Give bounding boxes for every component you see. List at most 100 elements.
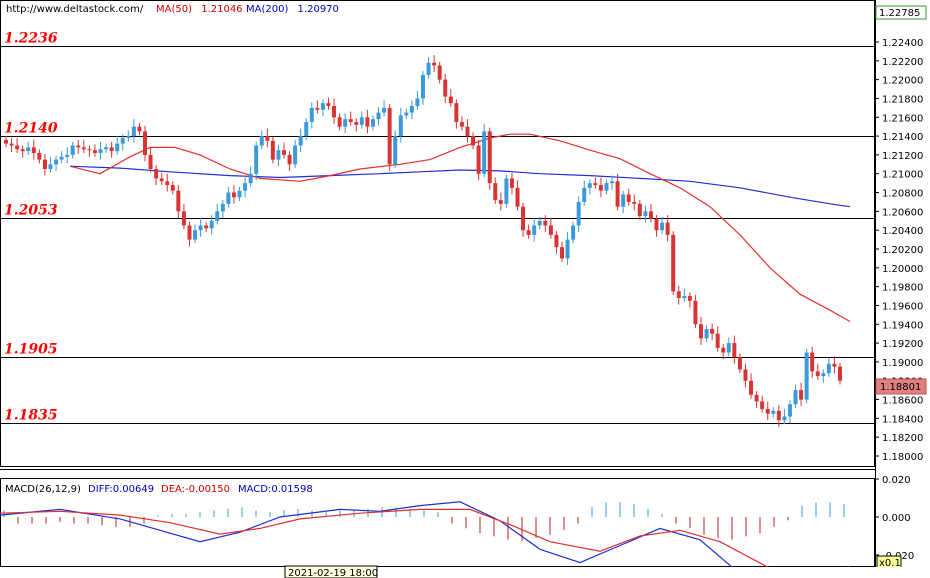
candle-body <box>126 136 131 138</box>
candle-body <box>582 187 587 202</box>
candle-body <box>237 190 242 198</box>
candle-body <box>243 183 248 191</box>
candle-body <box>621 194 626 207</box>
level-lines: 1.2236 1.2140 1.2053 1.1905 1.1835 <box>0 31 875 424</box>
candle-body <box>104 147 109 150</box>
candle-body <box>309 107 314 122</box>
candle-body <box>454 103 459 122</box>
macd-name: MACD(26,12,9) <box>5 484 81 495</box>
macd-diff-line <box>0 501 851 578</box>
ma50-label: MA(50) <box>156 4 192 15</box>
price-tick-label: 1.18000 <box>882 452 923 463</box>
candle-body <box>187 225 192 240</box>
price-tick-label: 1.19200 <box>882 339 923 350</box>
candle-body <box>815 371 820 377</box>
candle-body <box>732 343 737 358</box>
candle-body <box>671 234 676 292</box>
candle-body <box>209 220 214 229</box>
candle-body <box>254 145 259 174</box>
svg-text:MACD(26,12,9): MACD(26,12,9) <box>5 484 81 495</box>
macd-tick-label: 0.020 <box>882 475 911 486</box>
candle-body <box>315 107 320 110</box>
candle-body <box>571 225 576 240</box>
candle-body <box>148 154 153 170</box>
candle-body <box>643 211 648 217</box>
candle-body <box>270 140 275 160</box>
price-tick-label: 1.21000 <box>882 170 923 181</box>
candle-body <box>838 366 842 381</box>
candle-body <box>782 416 787 421</box>
candle-body <box>115 143 120 152</box>
candle-body <box>220 203 225 212</box>
candle-body <box>304 121 309 137</box>
candle-body <box>426 62 431 75</box>
time-label-box <box>284 565 378 578</box>
price-tick-label: 1.18400 <box>882 414 923 425</box>
ma200-value: 1.20970 <box>298 4 339 15</box>
candle-body <box>87 149 92 151</box>
price-tick-label: 1.21200 <box>882 151 923 162</box>
candle-body <box>537 220 542 226</box>
price-tick-label: 1.19800 <box>882 283 923 294</box>
candle-body <box>521 206 526 231</box>
site-url: http://www.deltastock.com/ <box>6 4 144 15</box>
candle-body <box>343 119 348 127</box>
macd-dea-line <box>0 508 851 578</box>
candle-body <box>754 394 759 402</box>
candle-body <box>76 145 81 148</box>
svg-text:MACD:0.01598: MACD:0.01598 <box>238 484 313 495</box>
macd-scale-label: x0.1 <box>879 558 901 569</box>
candle-body <box>765 408 770 414</box>
macd-dea: DEA:-0.00150 <box>161 484 230 495</box>
candle-body <box>799 390 804 400</box>
candle-body <box>54 159 59 165</box>
candle-body <box>20 149 25 152</box>
candle-body <box>359 117 364 125</box>
candle-body <box>409 105 414 113</box>
candle-body <box>293 145 298 165</box>
candle-body <box>465 126 470 137</box>
candle-body <box>198 225 203 231</box>
candle-body <box>204 225 209 229</box>
price-tick-label: 1.21400 <box>882 132 923 143</box>
candle-body <box>749 380 754 395</box>
candle-body <box>81 147 86 150</box>
candle-body <box>26 147 31 152</box>
candle-body <box>710 328 715 334</box>
time-axis <box>0 567 930 578</box>
candle-body <box>721 347 726 353</box>
price-tick-label: 1.22200 <box>882 57 923 68</box>
candle-body <box>443 79 448 97</box>
price-tick-label: 1.22400 <box>882 38 923 49</box>
candle-body <box>726 343 731 353</box>
candle-body <box>593 183 598 186</box>
main-pane-frame <box>0 0 875 467</box>
candle-body <box>259 136 264 146</box>
candle-body <box>42 159 47 170</box>
candle-body <box>587 183 592 188</box>
candle-body <box>137 126 142 132</box>
candle-body <box>176 190 181 212</box>
candle-body <box>326 103 331 106</box>
candle-body <box>298 136 303 146</box>
price-tick-label: 1.18600 <box>882 396 923 407</box>
level-label: 1.2053 <box>4 203 58 219</box>
candle-body <box>282 150 286 155</box>
candle-body <box>276 150 281 160</box>
candle-body <box>354 121 359 125</box>
current-price-label: 1.18801 <box>880 382 921 393</box>
level-label: 1.2140 <box>4 121 58 137</box>
candle-body <box>576 201 581 226</box>
candle-body <box>31 147 36 154</box>
candle-body <box>760 401 765 409</box>
svg-text:DEA:-0.00150: DEA:-0.00150 <box>161 484 230 495</box>
candle-body <box>265 136 270 141</box>
candle-body <box>165 181 170 186</box>
candle-body <box>98 149 103 154</box>
candle-body <box>109 147 114 152</box>
price-tick-label: 1.20800 <box>882 189 923 200</box>
level-label: 1.1905 <box>4 342 58 358</box>
candle-body <box>421 74 425 99</box>
candle-body <box>776 410 781 421</box>
